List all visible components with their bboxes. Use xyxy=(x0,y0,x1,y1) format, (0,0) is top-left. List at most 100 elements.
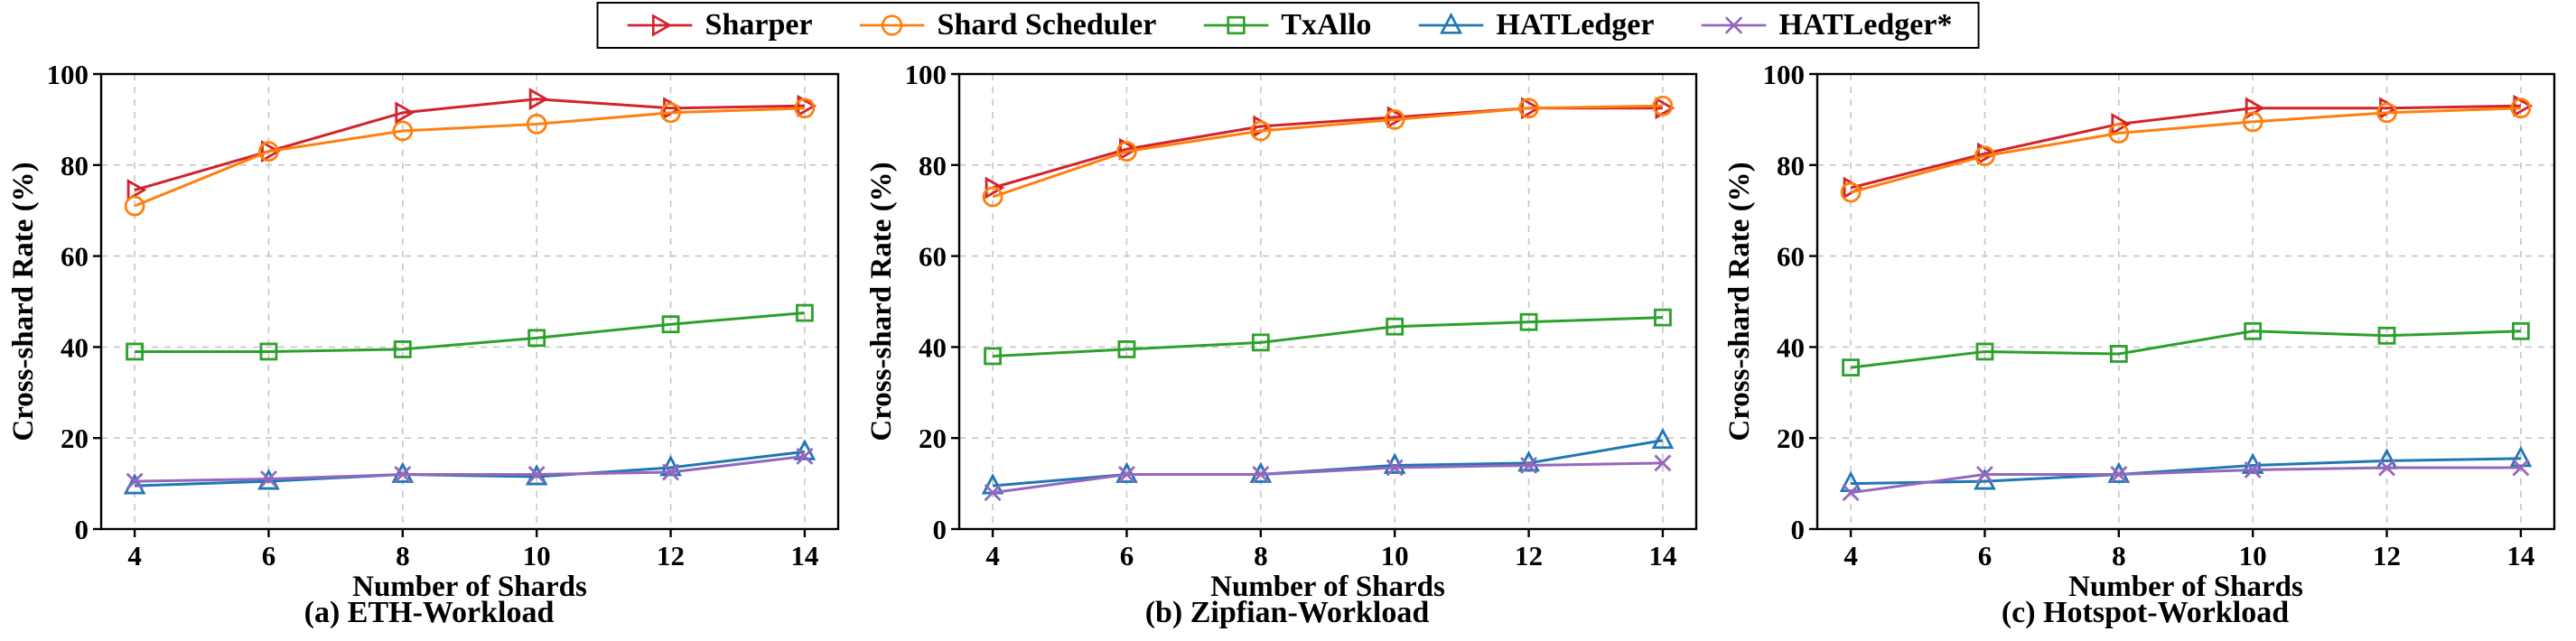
x-marker-icon xyxy=(1252,466,1270,484)
x-marker-icon xyxy=(527,466,546,484)
y-tick-label: 0 xyxy=(1791,514,1806,545)
x-tick-label: 8 xyxy=(2112,540,2126,571)
y-axis-label: Cross-shard Rate (%) xyxy=(1723,162,1756,441)
legend-label-shard-scheduler: Shard Scheduler xyxy=(937,8,1157,42)
square-marker-icon xyxy=(393,340,412,358)
circle-marker-icon xyxy=(2242,111,2263,133)
x-tick-label: 12 xyxy=(657,540,685,571)
x-tick-label: 10 xyxy=(523,540,551,571)
circle-marker-icon xyxy=(1384,109,1405,130)
y-axis-label: Cross-shard Rate (%) xyxy=(7,162,40,441)
series-line-hatledger xyxy=(1850,466,2521,495)
square-marker-icon xyxy=(2512,321,2530,340)
circle-marker-icon xyxy=(258,141,279,163)
x-marker-icon xyxy=(662,463,680,481)
subplot-caption-a: (a) ETH-Workload xyxy=(303,596,555,629)
square-marker-icon xyxy=(1227,15,1246,35)
square-marker-icon xyxy=(126,342,144,361)
x-marker-icon xyxy=(1975,466,1993,484)
triangle-right-marker-icon xyxy=(797,94,817,117)
triangle-right-marker-icon xyxy=(1119,137,1139,161)
triangle-right-marker-icon xyxy=(985,176,1005,200)
y-tick-label: 20 xyxy=(1777,423,1805,454)
x-marker-icon xyxy=(259,470,277,488)
circle-marker-icon xyxy=(1116,141,1137,163)
circle-marker-icon xyxy=(881,14,903,36)
x-marker-icon xyxy=(2512,459,2530,477)
square-marker-icon xyxy=(2244,321,2263,340)
square-marker-icon xyxy=(661,315,680,334)
x-tick-label: 4 xyxy=(127,540,142,571)
axis-border xyxy=(957,72,1698,531)
triangle-up-marker-icon xyxy=(1439,12,1462,34)
circle-marker-icon xyxy=(392,120,414,142)
x-tick-label: 12 xyxy=(1515,540,1543,571)
circle-marker-icon xyxy=(1652,95,1674,116)
y-tick-label: 60 xyxy=(919,241,947,273)
y-tick-label: 100 xyxy=(47,59,89,90)
square-marker-icon xyxy=(984,347,1002,366)
x-tick-label: 14 xyxy=(790,540,818,571)
triangle-right-marker-icon xyxy=(126,179,147,201)
charts-row: 4 6 8 10 12 14 0 20 40 60 80 100 Number of Shards Cro… xyxy=(0,51,2576,630)
y-tick-label: 40 xyxy=(919,331,947,363)
triangle-right-marker-icon xyxy=(395,101,415,125)
circle-marker-icon xyxy=(1840,181,1862,203)
square-marker-icon xyxy=(259,342,278,361)
x-axis-label: Number of Shards xyxy=(2068,571,2303,603)
square-marker-icon xyxy=(1842,358,1860,376)
circle-marker-icon xyxy=(526,114,547,135)
triangle-up-marker-icon xyxy=(1839,470,1862,493)
chart-legend: Sharper Shard Scheduler TxAllo HATLedger HAT… xyxy=(596,2,1980,49)
triangle-up-icon xyxy=(1418,12,1484,34)
y-tick-label: 60 xyxy=(61,241,89,273)
circle-marker-icon xyxy=(2510,98,2532,119)
y-tick-label: 20 xyxy=(61,423,89,454)
x-marker-icon xyxy=(1117,466,1135,484)
series-line-hatledger xyxy=(992,461,1663,495)
circle-marker-icon xyxy=(982,186,1003,208)
triangle-right-marker-icon xyxy=(528,88,549,111)
subplot-caption-b: (b) Zipfian-Workload xyxy=(1144,596,1430,629)
x-tick-label: 14 xyxy=(2506,540,2534,571)
x-marker-icon xyxy=(2110,466,2128,484)
y-tick-label: 100 xyxy=(905,59,947,90)
x-tick-label: 4 xyxy=(1843,540,1857,571)
legend-item-shard-scheduler: Shard Scheduler xyxy=(856,8,1157,42)
square-marker-icon xyxy=(1117,340,1136,358)
series-line-hatledger xyxy=(1851,457,2521,486)
subplot-eth-workload: 4 6 8 10 12 14 0 20 40 60 80 100 Number of Shards Cro… xyxy=(0,51,858,630)
x-tick-label: 12 xyxy=(2373,540,2401,571)
square-marker-icon xyxy=(1975,342,1994,361)
y-tick-label: 60 xyxy=(1777,241,1805,273)
square-marker-icon xyxy=(1519,312,1538,331)
triangle-right-marker-icon xyxy=(2111,113,2132,135)
series-line-txallo xyxy=(993,316,1663,358)
legend-item-hatledger: HATLedger xyxy=(1414,8,1654,42)
y-tick-label: 0 xyxy=(75,514,89,545)
square-marker-icon xyxy=(2109,345,2128,363)
line-chart-hotspot-workload: 4 6 8 10 12 14 0 20 40 60 80 100 Number of Shards Cro… xyxy=(1723,59,2556,603)
y-tick-label: 80 xyxy=(1777,150,1805,181)
triangle-right-marker-icon xyxy=(1655,97,1675,120)
x-tick-label: 6 xyxy=(1978,540,1993,571)
square-marker-icon xyxy=(1251,333,1270,352)
y-tick-label: 40 xyxy=(61,331,89,363)
x-marker-icon xyxy=(2378,459,2396,477)
triangle-right-marker-icon xyxy=(1977,142,1997,165)
series-line-sharper xyxy=(1850,104,2521,190)
x-axis-label: Number of Shards xyxy=(352,571,587,603)
y-tick-label: 20 xyxy=(919,423,947,454)
y-tick-label: 0 xyxy=(933,514,947,545)
square-icon xyxy=(1203,15,1269,35)
x-marker-icon xyxy=(984,484,1002,502)
legend-label-hatledger: HATLedger xyxy=(1496,8,1655,42)
circle-marker-icon xyxy=(2108,123,2130,144)
legend-item-txallo: TxAllo xyxy=(1199,8,1371,42)
triangle-right-marker-icon xyxy=(2513,94,2534,117)
line-chart-zipfian-workload: 4 6 8 10 12 14 0 20 40 60 80 100 Number of Shards Cro… xyxy=(865,59,1698,603)
line-chart-eth-workload: 4 6 8 10 12 14 0 20 40 60 80 100 Number of Shards Cro… xyxy=(7,59,840,603)
x-axis-label: Number of Shards xyxy=(1210,571,1445,603)
series-line-txallo xyxy=(135,311,806,353)
